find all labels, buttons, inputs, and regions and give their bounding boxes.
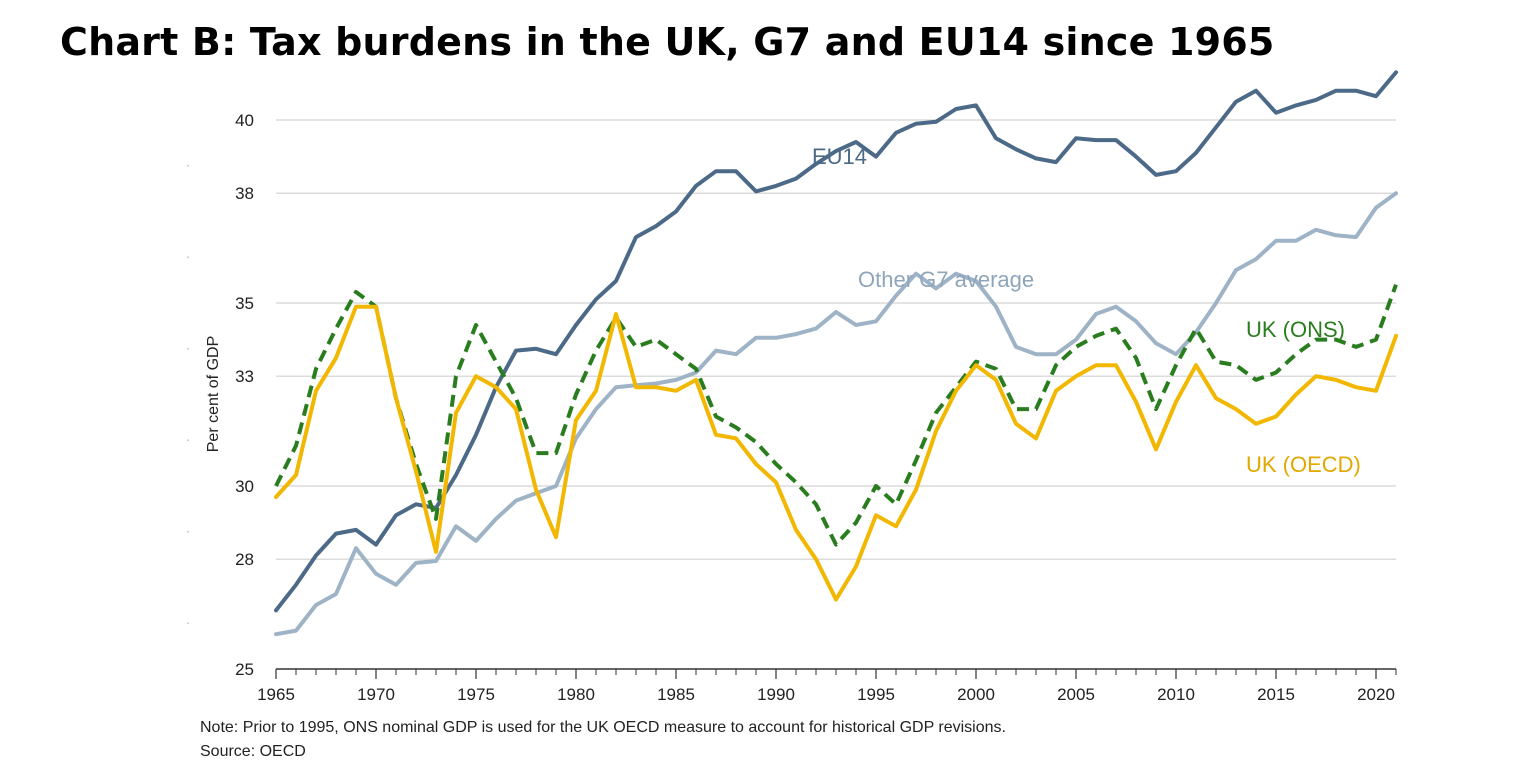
x-tick-label: 2000	[957, 685, 995, 704]
y-tick-label: 35	[235, 294, 254, 313]
note-text: Note: Prior to 1995, ONS nominal GDP is …	[200, 719, 1006, 736]
minor-dot	[187, 256, 189, 259]
y-tick-label: 28	[235, 550, 254, 569]
series-labels: EU14 Other G7 average UK (ONS) UK (OECD)	[812, 144, 1361, 477]
series-line-uk-ons	[274, 284, 1398, 547]
x-axis: 1965 1970 1975 1980 1985 1990 1995 2000 2005 2010…	[257, 668, 1397, 704]
y-axis: 25 28 30 33 35 38 40	[187, 111, 254, 679]
series-line-uk-oecd	[274, 304, 1398, 602]
x-tick-label: 2015	[1257, 685, 1295, 704]
x-tick-label: 1965	[257, 685, 295, 704]
minor-dot	[187, 530, 189, 533]
y-tick-label: 33	[235, 367, 254, 386]
x-tick-label: 2010	[1157, 685, 1195, 704]
series-line-other-g7-average	[274, 191, 1398, 637]
x-tick-label: 2020	[1357, 685, 1395, 704]
minor-dot	[187, 164, 189, 167]
x-tick-label: 2005	[1057, 685, 1095, 704]
series-label: Other G7 average	[858, 267, 1034, 292]
x-tick-label: 1985	[657, 685, 695, 704]
gridlines	[276, 119, 1396, 560]
series-label: EU14	[812, 144, 867, 169]
x-tick-label: 1995	[857, 685, 895, 704]
series-line-eu14	[274, 70, 1398, 613]
x-tick-label: 1975	[457, 685, 495, 704]
y-tick-label: 25	[235, 660, 254, 679]
footnotes: Note: Prior to 1995, ONS nominal GDP is …	[200, 716, 1006, 764]
chart-title: Chart B: Tax burdens in the UK, G7 and E…	[60, 20, 1275, 64]
minor-dot	[187, 347, 189, 350]
source-text: Source: OECD	[200, 743, 306, 760]
y-tick-label: 38	[235, 184, 254, 203]
y-tick-label: 30	[235, 477, 254, 496]
y-axis-title: Per cent of GDP	[205, 336, 222, 453]
series-lines	[274, 70, 1398, 637]
series-label: UK (ONS)	[1246, 317, 1345, 342]
x-tick-label: 1990	[757, 685, 795, 704]
minor-dot	[187, 622, 189, 625]
x-tick-label: 1980	[557, 685, 595, 704]
x-tick-label: 1970	[357, 685, 395, 704]
y-tick-label: 40	[235, 111, 254, 130]
series-label: UK (OECD)	[1246, 452, 1361, 477]
minor-dot	[187, 439, 189, 442]
